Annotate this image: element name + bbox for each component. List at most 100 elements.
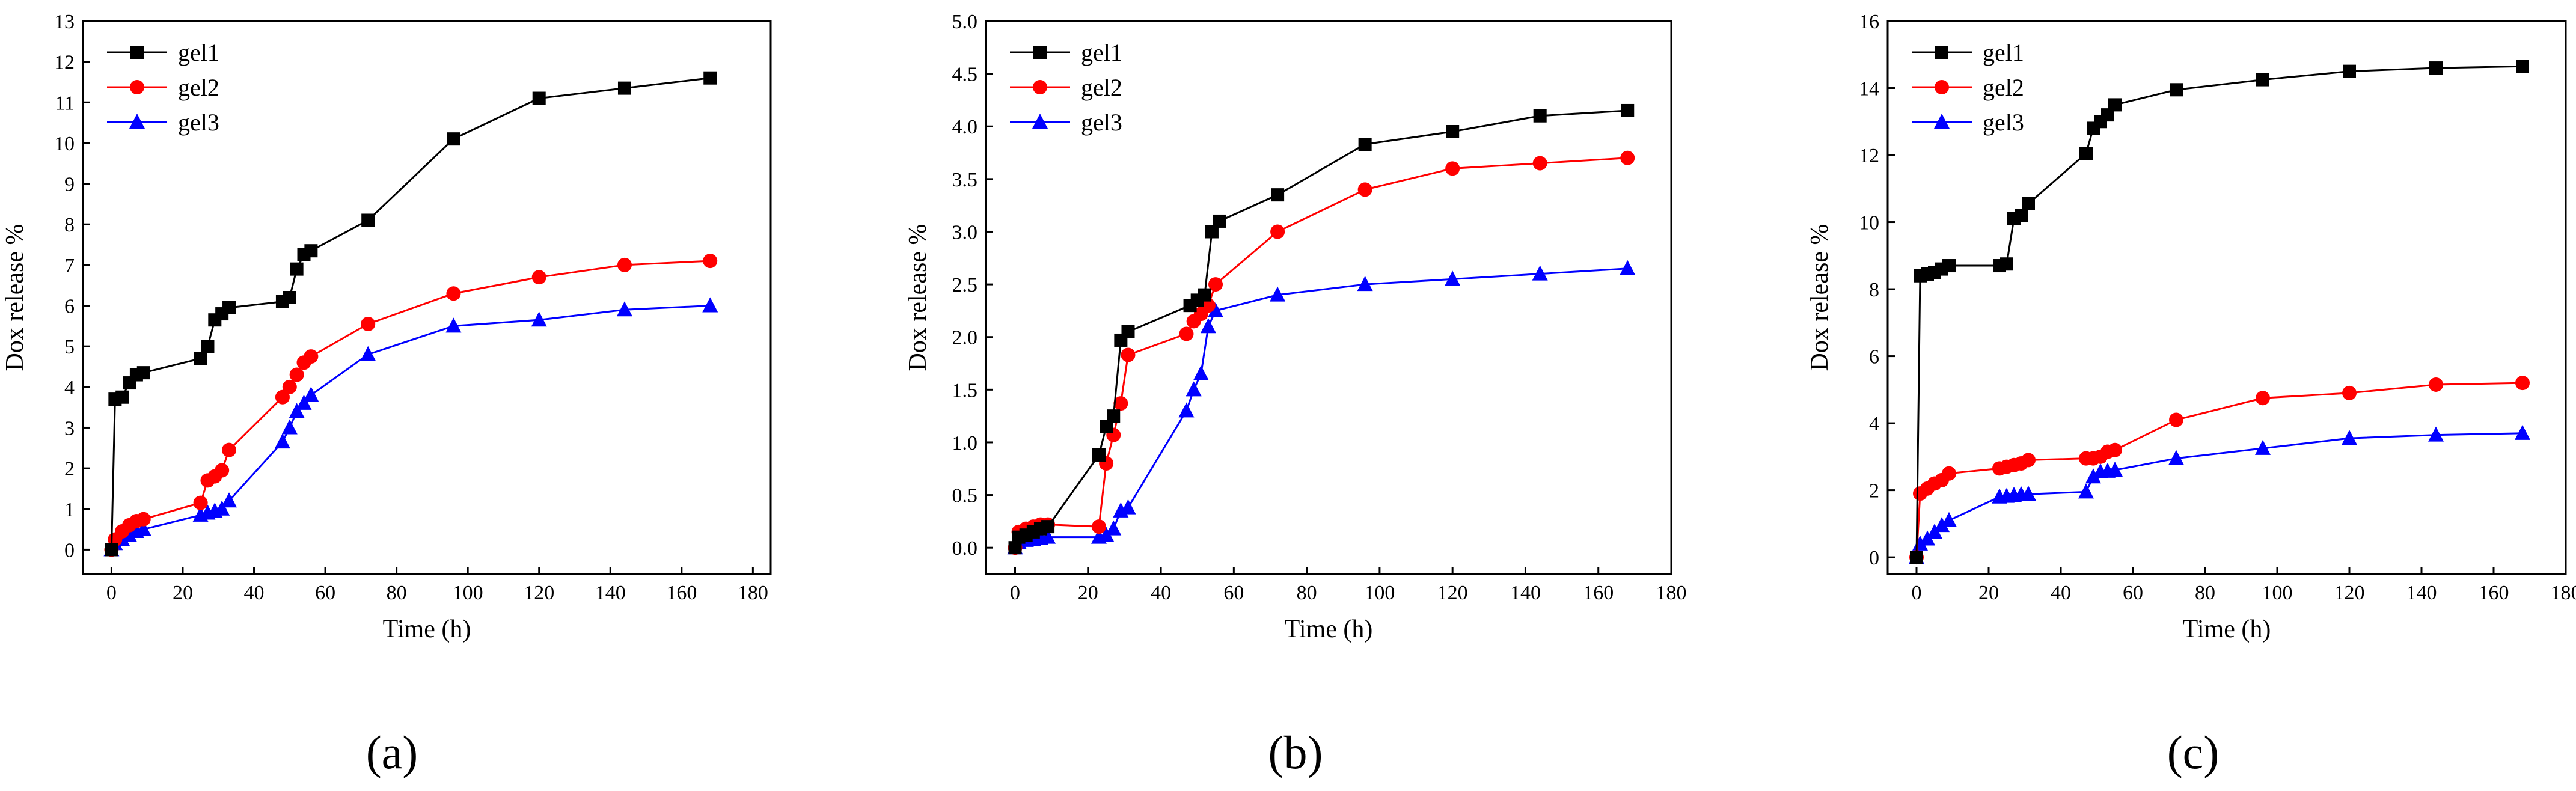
data-point-gel1 (1107, 409, 1121, 423)
y-tick-label: 2.0 (952, 327, 978, 349)
y-tick-label: 1.5 (952, 379, 978, 402)
y-tick-label: 6 (64, 296, 75, 318)
x-tick-label: 160 (666, 582, 697, 604)
data-point-gel2 (2515, 376, 2530, 391)
series-gel1 (105, 71, 717, 557)
y-tick-label: 4 (64, 377, 75, 399)
data-point-gel1 (2108, 98, 2122, 112)
legend: gel1 gel2 gel3 (1010, 39, 1122, 136)
legend-label-gel2: gel2 (1081, 74, 1122, 101)
x-tick-label: 40 (2051, 582, 2071, 604)
data-point-gel3 (445, 317, 462, 333)
data-point-gel2 (1201, 298, 1216, 313)
y-tick-label: 12 (1859, 145, 1879, 167)
data-point-gel1 (2429, 61, 2443, 75)
legend: gel1 gel2 gel3 (1912, 39, 2024, 136)
data-point-gel1 (2516, 60, 2529, 73)
y-tick-label: 13 (54, 11, 75, 33)
data-point-gel2 (1208, 277, 1223, 292)
y-tick-label: 11 (55, 92, 75, 114)
y-tick-label: 5 (64, 336, 75, 358)
data-point-gel1 (222, 301, 236, 314)
legend-label-gel2: gel2 (178, 74, 219, 101)
data-point-gel1 (1121, 325, 1135, 338)
legend-marker-gel2 (1935, 80, 1949, 94)
data-point-gel3 (303, 386, 319, 402)
x-tick-label: 0 (1912, 582, 1922, 604)
data-point-gel2 (617, 257, 632, 272)
y-tick-label: 14 (1859, 78, 1879, 100)
data-point-gel3 (1445, 270, 1461, 286)
data-point-gel3 (1120, 499, 1136, 515)
data-point-gel3 (2428, 426, 2444, 442)
data-point-gel3 (1098, 527, 1115, 542)
chart-panel-3: 0 20 40 60 80 100 120 140 160 180 0 2 4 6 8 10 12 14 16 Tim… (1806, 11, 2576, 778)
y-tick-label: 0 (64, 539, 75, 561)
legend-label-gel1: gel1 (178, 39, 219, 66)
data-point-gel3 (1620, 260, 1636, 275)
series-gel2 (1909, 376, 2530, 565)
data-point-gel1 (136, 366, 150, 380)
data-point-gel1 (361, 213, 375, 227)
data-point-gel1 (1621, 103, 1635, 117)
data-point-gel3 (1941, 512, 1957, 527)
x-tick-label: 20 (1978, 582, 1999, 604)
data-point-gel2 (1942, 466, 1956, 481)
data-point-gel3 (531, 311, 547, 327)
y-axis-title: Dox release % (904, 224, 932, 371)
data-point-gel2 (361, 316, 376, 331)
data-point-gel3 (616, 301, 632, 317)
data-point-gel3 (121, 527, 138, 542)
data-point-gel3 (1357, 276, 1373, 292)
plot-frame (985, 20, 1672, 575)
y-tick-label: 7 (64, 255, 75, 277)
data-point-gel1 (2079, 147, 2093, 160)
legend-marker-gel1 (1033, 46, 1047, 59)
x-tick-label: 80 (387, 582, 407, 604)
series-gel2 (104, 254, 718, 557)
series-line-gel1 (1014, 109, 1628, 548)
data-point-gel3 (2515, 424, 2530, 440)
data-point-gel3 (1193, 365, 1209, 381)
x-tick-label: 80 (2195, 582, 2215, 604)
data-point-gel1 (1213, 214, 1226, 228)
data-point-gel2 (222, 442, 237, 457)
data-point-gel3 (1934, 517, 1950, 533)
y-tick-label: 12 (54, 52, 75, 74)
data-point-gel3 (1200, 318, 1216, 334)
y-tick-label: 3 (64, 417, 75, 439)
x-tick-label: 180 (738, 582, 768, 604)
data-point-gel3 (2085, 468, 2101, 484)
data-point-gel1 (2000, 257, 2013, 271)
data-point-gel3 (2021, 486, 2036, 501)
data-point-gel1 (194, 352, 207, 365)
data-point-gel1 (1358, 138, 1372, 151)
data-point-gel1 (2015, 209, 2028, 222)
panel-label: (a) (366, 726, 418, 778)
x-tick-label: 180 (1656, 582, 1687, 604)
x-tick-label: 40 (244, 582, 265, 604)
data-point-gel1 (2101, 108, 2114, 122)
x-tick-label: 60 (2123, 582, 2143, 604)
x-tick-label: 40 (1151, 582, 1171, 604)
data-point-gel1 (2343, 64, 2356, 78)
x-tick-label: 100 (2262, 582, 2293, 604)
x-tick-label: 140 (1510, 582, 1541, 604)
legend-marker-gel2 (1033, 80, 1047, 94)
y-tick-label: 2 (1869, 480, 1879, 502)
y-tick-label: 5.0 (952, 11, 978, 33)
data-point-gel3 (2078, 483, 2094, 499)
data-point-gel3 (2342, 430, 2357, 445)
x-tick-label: 180 (2551, 582, 2576, 604)
data-point-gel3 (221, 492, 237, 508)
x-tick-label: 20 (173, 582, 193, 604)
series-line-gel3 (1014, 267, 1628, 549)
data-point-gel2 (282, 379, 297, 394)
x-tick-label: 140 (2406, 582, 2437, 604)
legend-marker-gel3 (1032, 114, 1048, 129)
data-point-gel2 (2108, 442, 2122, 457)
data-point-gel1 (447, 132, 460, 146)
y-tick-label: 1.0 (952, 432, 978, 454)
data-point-gel3 (1270, 286, 1286, 302)
y-tick-label: 16 (1859, 11, 1879, 33)
